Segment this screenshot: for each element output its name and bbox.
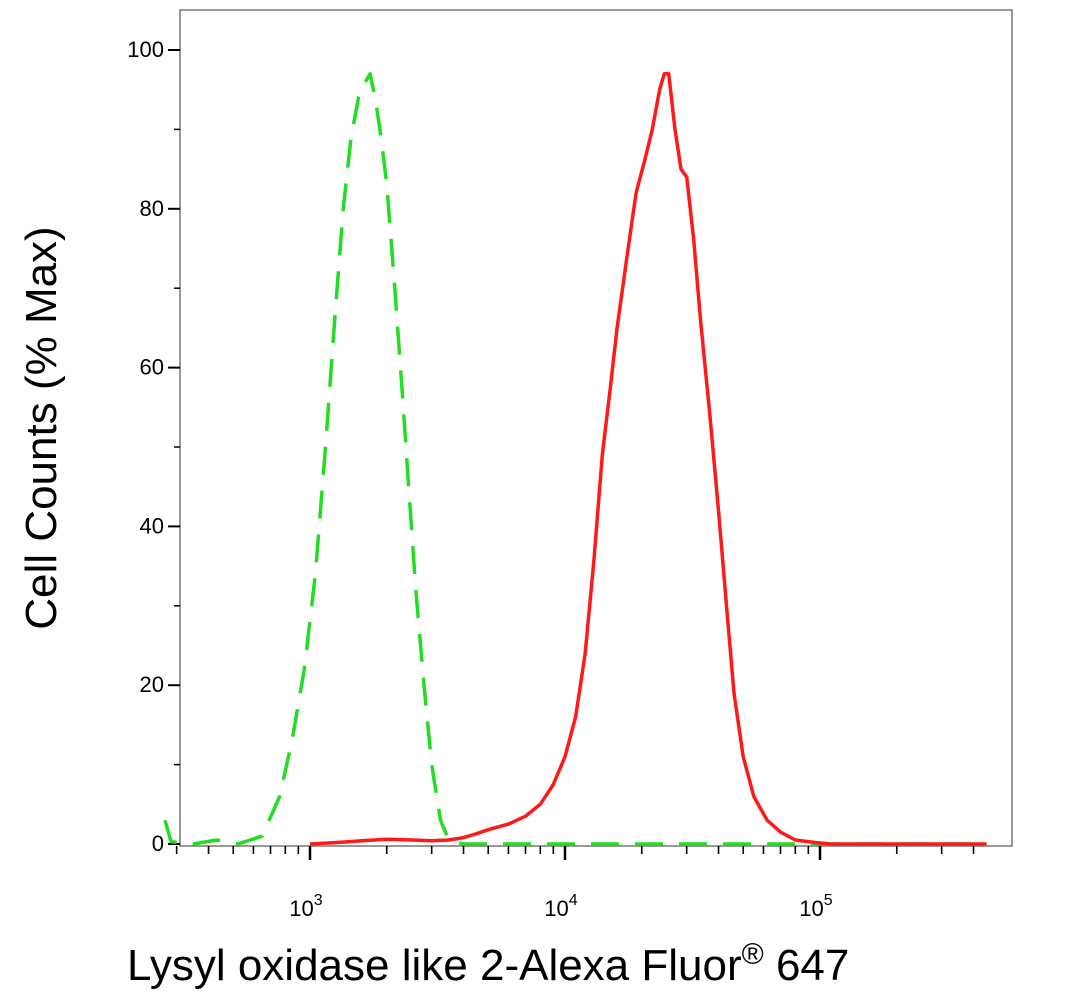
x-tick-label: 105 xyxy=(799,892,832,921)
plot-frame xyxy=(179,9,1013,847)
x-axis-title-registered-mark: ® xyxy=(742,938,764,971)
y-tick-label: 20 xyxy=(140,672,164,697)
y-tick-label: 0 xyxy=(152,831,164,856)
x-axis-title-suffix: 647 xyxy=(764,941,850,990)
series-line-dashed-green xyxy=(163,72,987,846)
x-tick-label: 104 xyxy=(544,892,577,921)
x-tick-label: 103 xyxy=(289,892,322,921)
y-tick-label: 60 xyxy=(140,355,164,380)
y-axis: 0 20 40 60 80 100 xyxy=(127,37,180,856)
y-tick-label: 40 xyxy=(140,513,164,538)
series-layer xyxy=(163,72,987,846)
y-tick-label: 100 xyxy=(127,37,164,62)
x-axis: 103 104 105 xyxy=(175,846,975,921)
y-axis-title: Cell Counts (% Max) xyxy=(17,226,66,629)
y-tick-label: 80 xyxy=(140,196,164,221)
x-axis-title: Lysyl oxidase like 2-Alexa Fluor® 647 xyxy=(127,938,849,990)
x-axis-title-main: Lysyl oxidase like 2-Alexa Fluor xyxy=(127,941,742,990)
series-line-solid-red xyxy=(309,72,987,846)
